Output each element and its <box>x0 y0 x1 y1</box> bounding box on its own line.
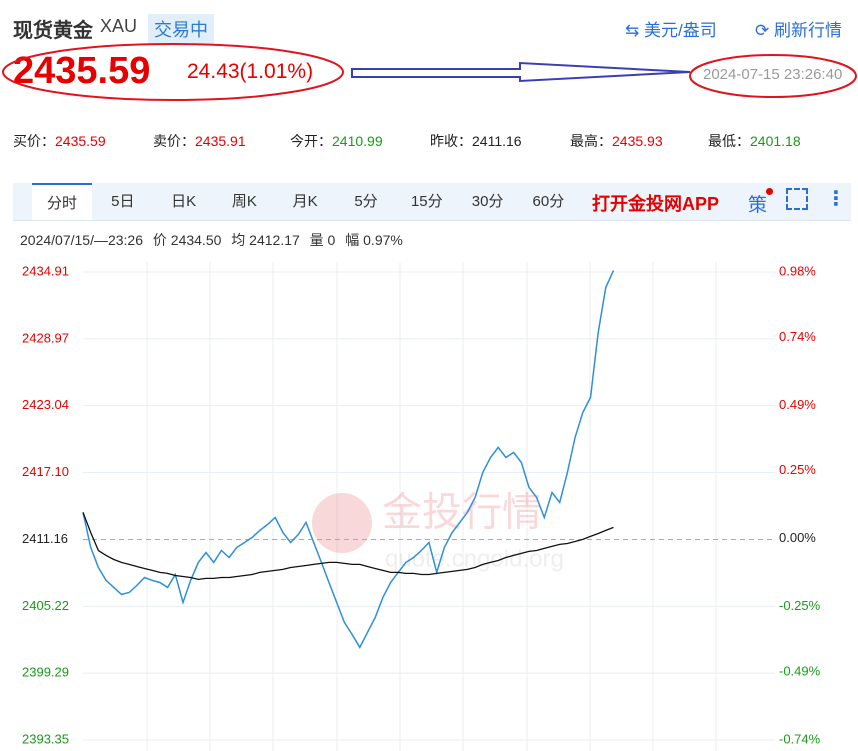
y-tick-label: 2423.04 <box>22 397 69 412</box>
quote-label: 买价： <box>13 133 55 149</box>
quote: 最高：2435.93 <box>570 131 663 151</box>
y2-tick-label: 0.49% <box>779 397 816 412</box>
tab[interactable]: 分时 <box>32 183 92 220</box>
refresh-button[interactable]: ⟳ 刷新行情 <box>755 21 842 40</box>
tab[interactable]: 日K <box>171 193 197 210</box>
price: 2435.59 <box>13 50 151 92</box>
quote-label: 最高： <box>570 133 612 149</box>
promo[interactable]: 打开金投网APP <box>592 194 720 214</box>
tab[interactable]: 15分 <box>410 193 443 210</box>
tab[interactable]: 月K <box>292 193 318 210</box>
chart: 金投行情 quote.cngold.org 2434.91 2428.97 2423… <box>22 262 821 751</box>
unit-link[interactable]: ⇆ 美元/盎司 <box>625 21 717 40</box>
y-tick-label: 2399.29 <box>22 665 69 680</box>
menu-icon[interactable]: ⋮ <box>826 188 846 210</box>
tab[interactable]: 5日 <box>111 193 135 210</box>
y-tick-label: 2417.10 <box>22 464 69 479</box>
change: 24.43(1.01%) <box>187 60 314 83</box>
annotations <box>2 43 857 101</box>
info-time: 2024/07/15/—23:26 <box>20 232 143 248</box>
time-circle <box>689 54 857 98</box>
title: 现货黄金 <box>13 20 93 42</box>
fullscreen-icon[interactable] <box>786 188 808 210</box>
y-tick-label: 2428.97 <box>22 330 69 345</box>
refresh-text[interactable]: 刷新行情 <box>773 21 842 40</box>
quote-label: 昨收： <box>430 133 472 149</box>
quote-value: 2435.59 <box>55 133 106 149</box>
quote: 最低：2401.18 <box>708 131 801 151</box>
watermark-brand: 金投行情 <box>382 491 542 535</box>
quote-label: 最低： <box>708 133 750 149</box>
strategy-text[interactable]: 策 <box>748 195 768 216</box>
y2-tick-label: -0.49% <box>779 663 821 678</box>
y2-tick-label: 0.98% <box>779 264 816 279</box>
info-price: 价 2434.50 <box>152 232 222 248</box>
status-badge: 交易中 <box>148 14 214 44</box>
y-tick-label: 2393.35 <box>22 731 69 746</box>
info-avg: 均 2412.17 <box>231 232 300 248</box>
quote: 买价：2435.59 <box>13 131 106 151</box>
quote: 卖价：2435.91 <box>153 131 246 151</box>
price-circle <box>2 43 344 101</box>
quote-value: 2401.18 <box>750 133 801 149</box>
quote-label: 今开： <box>290 133 332 149</box>
info-volume: 量 0 <box>309 232 336 248</box>
dot <box>766 188 773 195</box>
arrow <box>351 61 691 83</box>
info-line: 2024/07/15/—23:26 价 2434.50 均 2412.17 量 … <box>20 230 409 250</box>
watermark: 金投行情 quote.cngold.org <box>312 491 564 572</box>
series-line <box>82 512 614 581</box>
timestamp: 2024-07-15 23:26:40 <box>703 66 843 83</box>
series-line <box>82 270 615 649</box>
y2-tick-label: 0.25% <box>779 462 816 477</box>
y2-tick-label: -0.25% <box>779 598 821 613</box>
tab[interactable]: 30分 <box>471 193 504 210</box>
quote-label: 卖价： <box>153 133 195 149</box>
quote-value: 2435.93 <box>612 133 663 149</box>
quote-value: 2410.99 <box>332 133 383 149</box>
v-grid <box>146 262 717 751</box>
unit-text[interactable]: 美元/盎司 <box>643 21 717 40</box>
tab[interactable]: 60分 <box>532 193 565 210</box>
code: XAU <box>100 16 138 36</box>
quote-value: 2435.91 <box>195 133 246 149</box>
y-tick-label: 2411.16 <box>22 531 68 546</box>
tab[interactable]: 周K <box>231 193 257 210</box>
strategy[interactable]: 策 <box>748 188 773 217</box>
quote: 昨收：2411.16 <box>430 131 522 151</box>
tab[interactable]: 5分 <box>354 193 378 210</box>
watermark-logo <box>312 493 372 553</box>
tab-bar: 分时 5日 日K 周K 月K 5分 15分 30分 60分 <box>13 183 851 221</box>
info-range: 幅 0.97% <box>345 232 403 248</box>
quote: 今开：2410.99 <box>290 131 383 151</box>
y-tick-label: 2405.22 <box>22 598 69 613</box>
y-tick-label: 2434.91 <box>22 263 69 278</box>
y2-tick-label: 0.00% <box>779 530 816 545</box>
y2-tick-label: -0.74% <box>779 731 821 746</box>
quote-value: 2411.16 <box>472 133 522 149</box>
y2-tick-label: 0.74% <box>779 329 816 344</box>
